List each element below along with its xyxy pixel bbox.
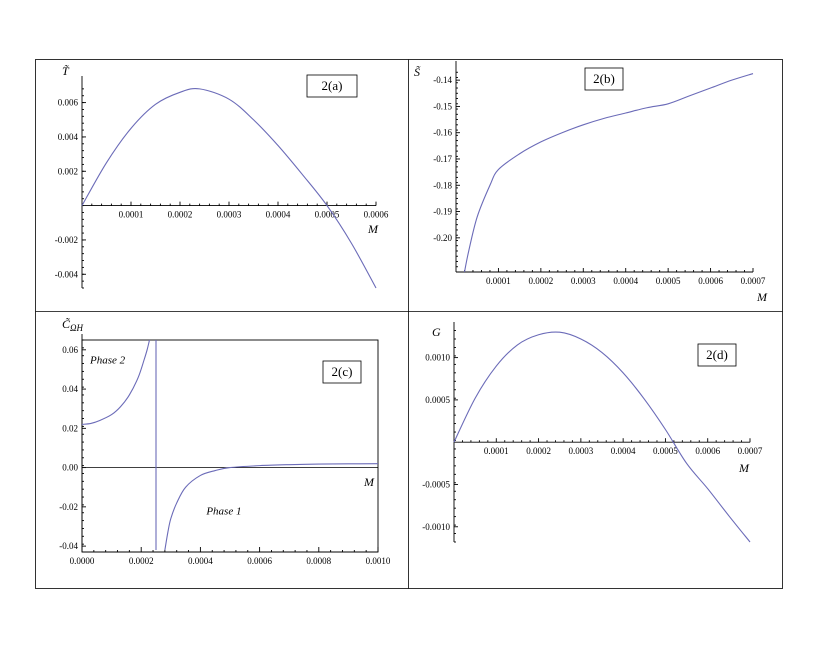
x-axis-label: M	[367, 222, 379, 236]
x-tick-label: 0.0008	[306, 556, 331, 566]
phase-2-label: Phase 2	[89, 355, 126, 367]
x-tick-label: 0.0002	[129, 556, 154, 566]
y-tick-label: -0.14	[433, 75, 452, 85]
x-tick-label: 0.0004	[266, 210, 291, 220]
x-tick-label: 0.0006	[695, 446, 720, 456]
panel-label-box	[306, 74, 358, 98]
y-tick-label: 0.02	[62, 423, 78, 433]
x-tick-label: 0.0004	[188, 556, 213, 566]
panel-label: 2(b)	[593, 71, 615, 86]
panel-label: 2(c)	[332, 364, 353, 379]
y-axis-label: G	[432, 325, 441, 339]
y-tick-label: -0.002	[55, 235, 78, 245]
y-axis-label: S̃	[414, 65, 421, 79]
y-tick-label: 0.0010	[425, 353, 450, 363]
panel-label-box	[584, 67, 624, 91]
x-tick-label: 0.0002	[526, 446, 551, 456]
series-line	[463, 73, 754, 273]
y-tick-label: 0.002	[58, 166, 78, 176]
panel-label: 2(d)	[706, 347, 728, 362]
x-tick-label: 0.0005	[315, 210, 340, 220]
y-tick-label: -0.19	[433, 207, 452, 217]
x-tick-label: 0.0006	[364, 210, 389, 220]
panel-c: 0.0000 0.0002 0.0004 0.0006 0.0008 0.0010 0.06…	[59, 317, 391, 566]
y-tick-label: -0.16	[433, 128, 452, 138]
x-axis-label: M	[756, 290, 768, 304]
y-tick-label: 0.06	[62, 345, 78, 355]
x-tick-label: 0.0003	[571, 276, 596, 286]
panel-b: 0.0001 0.0002 0.0003 0.0004 0.0005 0.0006 0.00…	[414, 61, 768, 304]
y-axis-label-main: C̃	[62, 317, 71, 331]
panel-label-box	[322, 360, 362, 384]
panel-a: 0.0001 0.0002 0.0003 0.0004 0.0005 0.0006 0.00…	[55, 64, 389, 289]
x-tick-label: 0.0007	[738, 446, 763, 456]
panel-label-box	[697, 343, 737, 367]
x-tick-label: 0.0007	[741, 276, 766, 286]
phase-1-label: Phase 1	[205, 506, 241, 518]
x-tick-label: 0.0002	[528, 276, 553, 286]
x-tick-label: 0.0005	[653, 446, 678, 456]
x-tick-label: 0.0001	[119, 210, 144, 220]
x-tick-label: 0.0004	[613, 276, 638, 286]
y-axis-label: C̃ΩH	[62, 317, 84, 333]
y-tick-label: 0.0005	[425, 395, 450, 405]
y-tick-label: 0.04	[62, 384, 78, 394]
y-tick-label: -0.17	[433, 154, 452, 164]
panel-d: 0.0001 0.0002 0.0003 0.0004 0.0005 0.0006 0.00…	[422, 322, 763, 543]
y-tick-label: -0.20	[433, 233, 452, 243]
y-tick-label: -0.15	[433, 101, 452, 111]
figure-frame	[35, 59, 783, 589]
x-axis-label: M	[738, 461, 750, 475]
x-tick-label: 0.0003	[568, 446, 593, 456]
x-tick-label: 0.0003	[217, 210, 242, 220]
y-tick-label: -0.04	[59, 541, 78, 551]
y-tick-label: -0.0005	[422, 479, 450, 489]
x-tick-label: 0.0010	[366, 556, 391, 566]
y-tick-label: 0.00	[62, 463, 78, 473]
series-line-2	[164, 463, 379, 551]
x-tick-label: 0.0002	[168, 210, 193, 220]
x-tick-label: 0.0001	[484, 446, 509, 456]
y-tick-label: 0.006	[58, 98, 79, 108]
series-line	[453, 331, 751, 543]
y-tick-label: -0.02	[59, 502, 78, 512]
x-tick-label: 0.0005	[656, 276, 681, 286]
y-tick-label: -0.0010	[422, 522, 450, 532]
x-tick-label: 0.0006	[698, 276, 723, 286]
x-axis-label: M	[363, 475, 375, 489]
series-line	[81, 88, 377, 289]
y-tick-label: -0.004	[55, 269, 79, 279]
series-line-1	[81, 339, 151, 425]
y-tick-label: -0.18	[433, 180, 452, 190]
x-tick-label: 0.0004	[611, 446, 636, 456]
y-axis-label-subscript: ΩH	[70, 323, 84, 333]
y-axis-label: T̃	[62, 64, 70, 78]
x-tick-label: 0.0006	[247, 556, 272, 566]
panel-label: 2(a)	[322, 78, 343, 93]
x-tick-label: 0.0000	[70, 556, 95, 566]
x-tick-label: 0.0001	[486, 276, 511, 286]
y-tick-label: 0.004	[58, 132, 79, 142]
